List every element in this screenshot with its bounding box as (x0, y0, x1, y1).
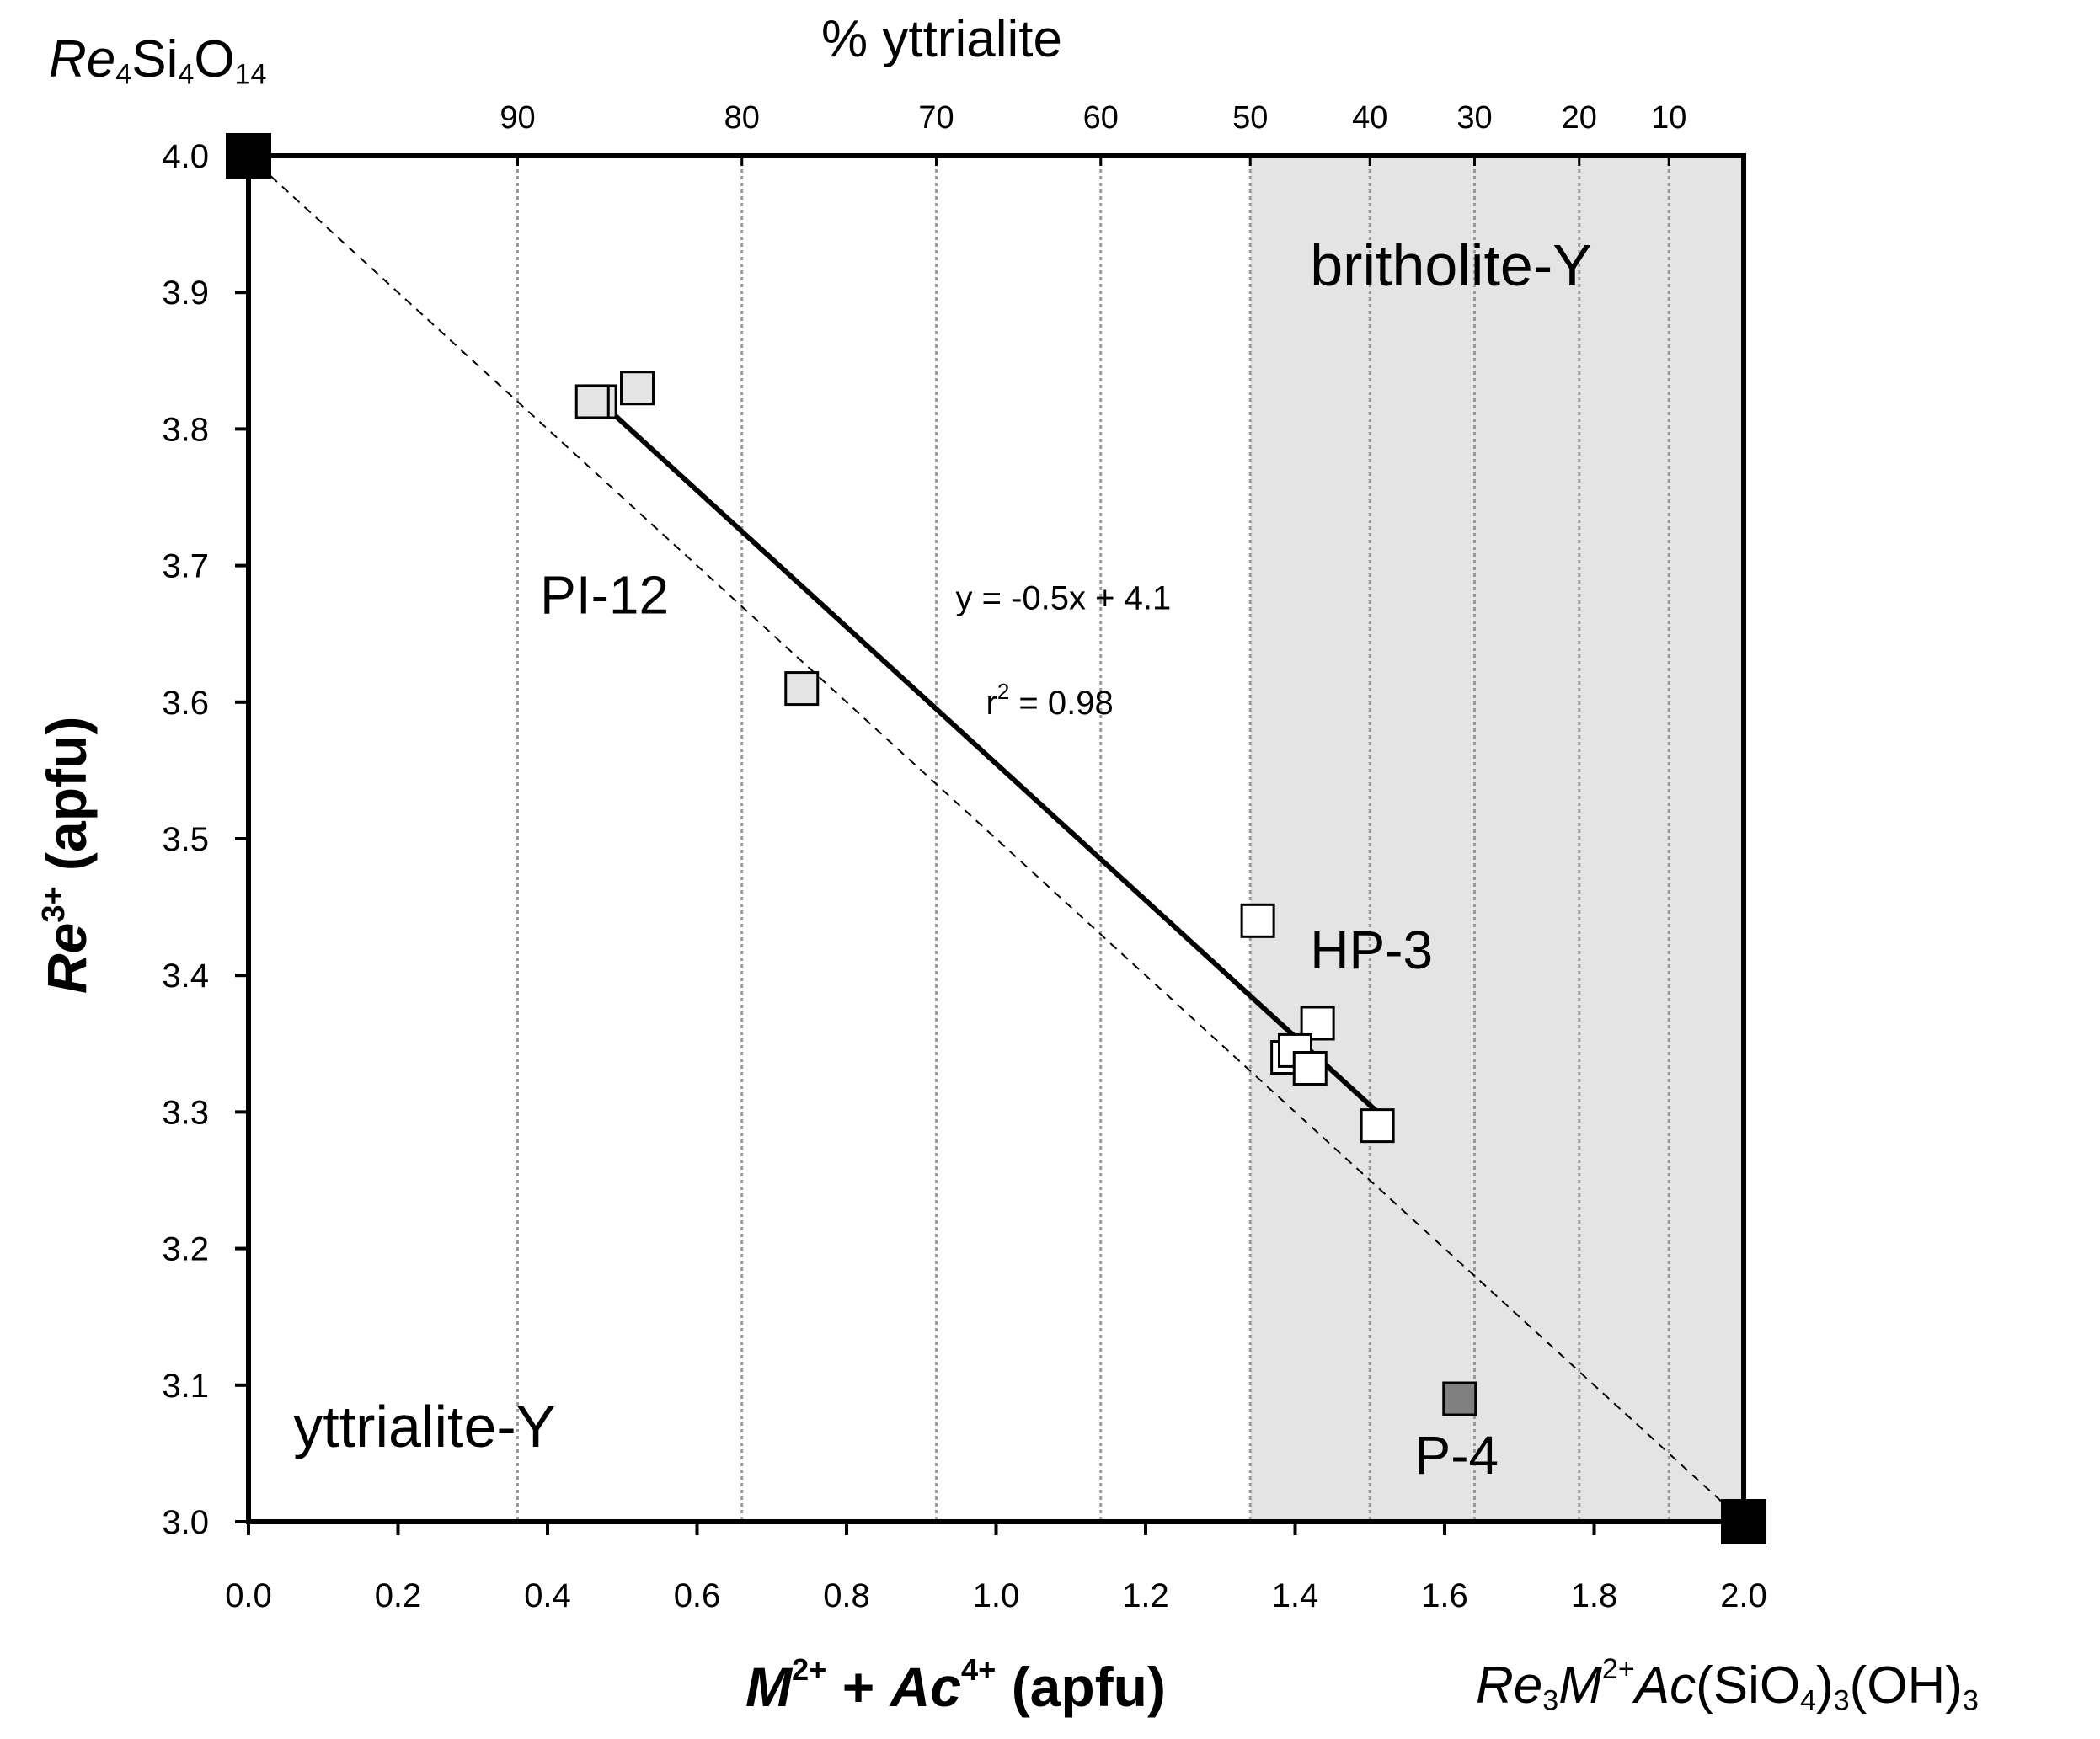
regression-line (605, 406, 1380, 1114)
x-tick-label: 0.0 (225, 1577, 272, 1614)
y-tick-label: 3.3 (162, 1094, 209, 1131)
data-point-hp-3 (1360, 1108, 1395, 1144)
data-point-pi-12 (784, 671, 820, 707)
top-tick-label-60: 60 (1083, 100, 1119, 136)
y-tick-label: 3.6 (162, 685, 209, 722)
endmember-marker-top-left (226, 133, 271, 179)
x-tick-label: 0.2 (375, 1577, 422, 1614)
top-tick-label-20: 20 (1562, 100, 1597, 136)
annotations: PI-12 HP-3 P-4 yttrialite-Y britholite-Y (293, 232, 1592, 1486)
data-point-hp-3 (1292, 1050, 1328, 1086)
data-point-pi-12 (574, 384, 610, 419)
y-tick-label: 3.5 (162, 821, 209, 858)
y-tick-label: 3.0 (162, 1504, 209, 1541)
data-points (574, 371, 1477, 1416)
x-tick-label: 2.0 (1720, 1577, 1767, 1614)
top-tick-label-70: 70 (918, 100, 954, 136)
britholite-region (1250, 156, 1744, 1522)
annotation-hp-3: HP-3 (1310, 920, 1433, 980)
annotation-britholite-y: britholite-Y (1310, 232, 1592, 298)
data-point-hp-3 (1300, 1006, 1335, 1041)
x-tick-label: 1.6 (1421, 1577, 1468, 1614)
x-tick-label: 1.8 (1571, 1577, 1618, 1614)
x-tick-label: 0.8 (823, 1577, 870, 1614)
y-tick-labels: 3.0 3.1 3.2 3.3 3.4 3.5 3.6 3.7 3.8 3.9 4.0 (162, 138, 209, 1541)
top-tick-label-80: 80 (724, 100, 760, 136)
top-tick-label-10: 10 (1651, 100, 1686, 136)
y-tick-label: 3.2 (162, 1231, 209, 1268)
r-squared-label: r2 = 0.98 (986, 679, 1114, 722)
annotation-pi-12: PI-12 (540, 564, 669, 625)
x-tick-label: 1.4 (1272, 1577, 1319, 1614)
data-point-pi-12 (620, 371, 655, 406)
y-tick-label: 3.9 (162, 275, 209, 312)
endmember-top-left-label: Re4Si4O14 (49, 30, 267, 91)
x-axis-label: M2+ + Ac4+ (apfu) (745, 1652, 1166, 1718)
regression-equation: y = -0.5x + 4.1 (956, 580, 1172, 617)
top-axis-label: % yttrialite (821, 10, 1062, 68)
top-tick-label-40: 40 (1352, 100, 1387, 136)
endmember-markers (226, 133, 1766, 1544)
y-tick-label: 3.4 (162, 958, 209, 995)
x-tick-label: 1.0 (973, 1577, 1020, 1614)
gridlines (516, 156, 1670, 1522)
x-tick-label: 0.6 (674, 1577, 721, 1614)
top-tick-label-90: 90 (500, 100, 535, 136)
top-tick-label-50: 50 (1232, 100, 1268, 136)
data-point-hp-3 (1240, 903, 1275, 938)
endmember-bottom-right-label: Re3M2+Ac(SiO4)3(OH)3 (1476, 1653, 1979, 1717)
y-tick-label: 3.1 (162, 1368, 209, 1405)
top-tick-labels: 90 80 70 60 50 40 30 20 10 (500, 100, 1686, 136)
annotation-p-4: P-4 (1415, 1425, 1499, 1486)
y-axis-label: Re3+ (apfu) (35, 717, 98, 994)
endmember-marker-bottom-right (1721, 1499, 1766, 1544)
reference-dashed-line (248, 155, 1745, 1523)
x-tick-label: 0.4 (524, 1577, 571, 1614)
y-tick-label: 4.0 (162, 138, 209, 175)
x-tick-label: 1.2 (1122, 1577, 1169, 1614)
y-tick-label: 3.7 (162, 548, 209, 585)
annotation-yttrialite-y: yttrialite-Y (293, 1394, 555, 1459)
top-tick-label-30: 30 (1456, 100, 1492, 136)
y-tick-label: 3.8 (162, 411, 209, 448)
x-tick-labels: 0.0 0.2 0.4 0.6 0.8 1.0 1.2 1.4 1.6 1.8 2.0 (225, 1577, 1767, 1614)
data-point-p-4 (1442, 1381, 1477, 1416)
